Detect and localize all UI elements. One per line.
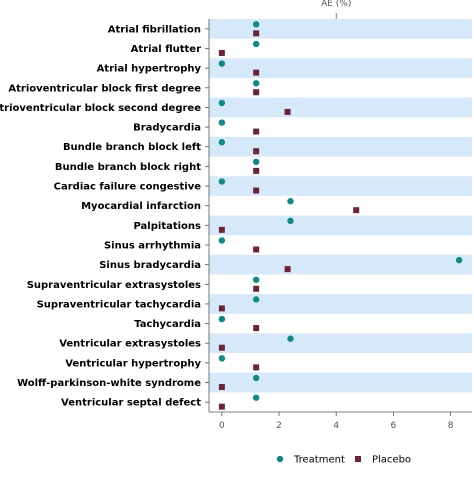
category-label: Bundle branch block left [63,142,201,153]
row-band [209,176,472,196]
treatment-point [218,355,226,362]
placebo-point [218,49,225,56]
treatment-point [252,394,260,401]
placebo-point [218,403,225,410]
category-label: Atrioventricular block first degree [8,83,201,94]
treatment-point [218,99,226,107]
placebo-point [284,108,291,115]
placebo-point [253,246,260,253]
category-label: Bundle branch block right [55,162,201,173]
treatment-point [252,276,260,283]
x-tick-label: 2 [276,421,282,431]
placebo-point [253,364,260,371]
category-label: Bradycardia [133,123,201,134]
treatment-point [252,296,260,303]
x-tick-label: 6 [391,421,397,431]
category-label: Atrial hypertrophy [97,64,202,75]
treatment-point [287,217,294,225]
placebo-point [218,344,225,351]
treatment-point [252,374,260,382]
category-label: Ventricular septal defect [61,398,201,409]
legend: Treatment Placebo [276,455,411,466]
category-label: Atrioventricular block second degree [0,103,201,114]
category-label: Supraventricular tachycardia [37,299,201,310]
x-tick-label: 0 [219,421,225,431]
treatment-point [252,80,260,87]
category-label: Sinus arrhythmia [104,240,201,251]
axes: 0 2 4 6 8 AE (%) [205,0,472,431]
legend-label: Treatment [293,455,345,466]
placebo-point [353,207,360,214]
category-label: Wolff-parkinson-white syndrome [17,378,201,389]
row-band [209,254,472,275]
legend-placebo-marker [355,456,361,462]
treatment-point [252,21,260,28]
treatment-point [287,335,294,342]
treatment-point [287,197,294,205]
category-label: Supraventricular extrasystoles [27,280,201,291]
treatment-point [218,60,226,67]
x-axis-title: AE (%) [321,0,351,9]
placebo-point [284,266,291,273]
category-label: Cardiac failure congestive [54,182,202,193]
row-bands [209,19,472,393]
treatment-point [218,178,226,185]
treatment-point [218,237,226,244]
placebo-point [253,285,260,292]
category-label: Palpitations [134,221,202,232]
x-tick-label: 8 [448,421,454,431]
placebo-point [253,148,260,155]
placebo-point [253,325,260,332]
treatment-point [218,139,226,146]
row-band [209,294,472,314]
x-tick-label: 4 [333,421,339,431]
category-label: Ventricular extrasystoles [59,339,201,350]
treatment-point [218,315,226,323]
placebo-point [218,226,225,233]
legend-treatment-marker [276,455,284,463]
placebo-point [253,30,260,37]
placebo-point [253,69,260,76]
placebo-point [253,128,260,135]
treatment-point [252,158,260,166]
treatment-point [252,40,260,48]
category-label: Myocardial infarction [81,201,201,212]
row-band [209,333,472,354]
row-band [209,97,472,118]
row-band [209,19,472,39]
placebo-point [253,187,260,194]
category-label: Atrial fibrillation [108,24,201,35]
data-marks [218,21,463,410]
row-band [209,215,472,236]
category-label: Sinus bradycardia [99,260,201,271]
row-labels: Atrial fibrillation Atrial flutter Atrial … [0,24,201,408]
row-band [209,58,472,78]
treatment-point [218,119,226,126]
placebo-point [253,167,260,174]
placebo-point [218,305,225,312]
legend-label: Placebo [372,455,411,466]
treatment-point [455,256,463,264]
placebo-point [218,384,225,391]
row-band [209,136,472,157]
row-band [209,372,472,393]
category-label: Tachycardia [134,319,201,330]
category-label: Atrial flutter [131,44,201,55]
category-label: Ventricular hypertrophy [65,358,201,369]
placebo-point [253,89,260,96]
